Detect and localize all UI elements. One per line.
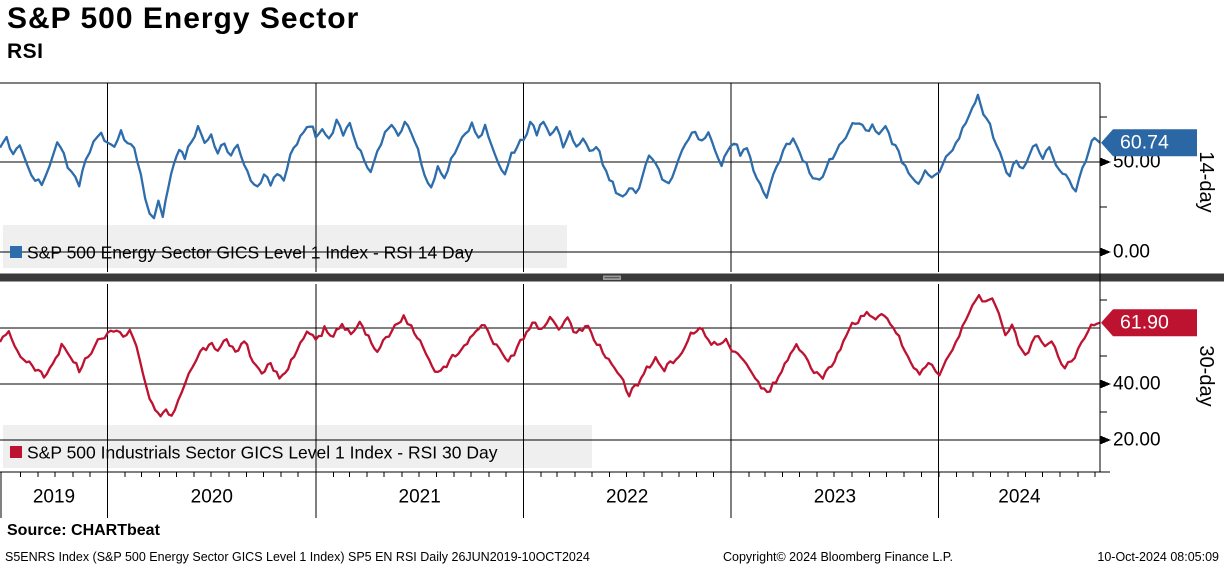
legend-box-rsi30: [3, 425, 592, 468]
rsi-14-line: [0, 93, 1100, 220]
y-axis-tick-label: 40.00: [1113, 374, 1161, 395]
year-label: 2019: [33, 487, 75, 508]
rsi-30-line: [0, 293, 1100, 418]
panel-axis-label-14day: 14-day: [1195, 151, 1217, 212]
page-subtitle: RSI: [7, 40, 44, 63]
legend-swatch-rsi30[interactable]: [10, 446, 22, 458]
last-value-tag-rsi14: [1101, 129, 1197, 157]
y-axis-tick-arrow: [1100, 435, 1111, 445]
legend-swatch-rsi14[interactable]: [10, 246, 22, 258]
year-label: 2020: [191, 487, 233, 508]
footer-index-info: S5ENRS Index (S&P 500 Energy Sector GICS…: [5, 550, 590, 564]
year-label: 2021: [399, 487, 441, 508]
legend-box-rsi14: [3, 225, 567, 268]
y-axis-tick-label: 0.00: [1113, 242, 1150, 263]
page-title: S&P 500 Energy Sector: [7, 2, 360, 35]
legend-label-rsi14[interactable]: S&P 500 Energy Sector GICS Level 1 Index…: [27, 243, 473, 263]
y-axis-tick-arrow: [1100, 157, 1111, 167]
y-axis-tick-arrow: [1100, 379, 1111, 389]
source-line: Source: CHARTbeat: [7, 522, 160, 539]
y-axis-tick-label: 20.00: [1113, 430, 1161, 451]
y-axis-tick-label: 50.00: [1113, 152, 1161, 173]
footer: S5ENRS Index (S&P 500 Energy Sector GICS…: [0, 548, 1224, 566]
year-label: 2024: [998, 487, 1041, 508]
panel-axis-label-30day: 30-day: [1195, 345, 1217, 406]
footer-timestamp: 10-Oct-2024 08:05:09: [1097, 550, 1219, 564]
year-label: 2022: [606, 487, 648, 508]
legend-label-rsi30[interactable]: S&P 500 Industrials Sector GICS Level 1 …: [27, 443, 498, 463]
last-value-rsi30: 61.90: [1120, 312, 1169, 334]
footer-copyright: Copyright© 2024 Bloomberg Finance L.P.: [723, 550, 953, 564]
year-label: 2023: [814, 487, 856, 508]
last-value-rsi14: 60.74: [1120, 132, 1169, 154]
last-value-tag-rsi30: [1101, 309, 1197, 337]
y-axis-tick-arrow: [1100, 247, 1111, 257]
